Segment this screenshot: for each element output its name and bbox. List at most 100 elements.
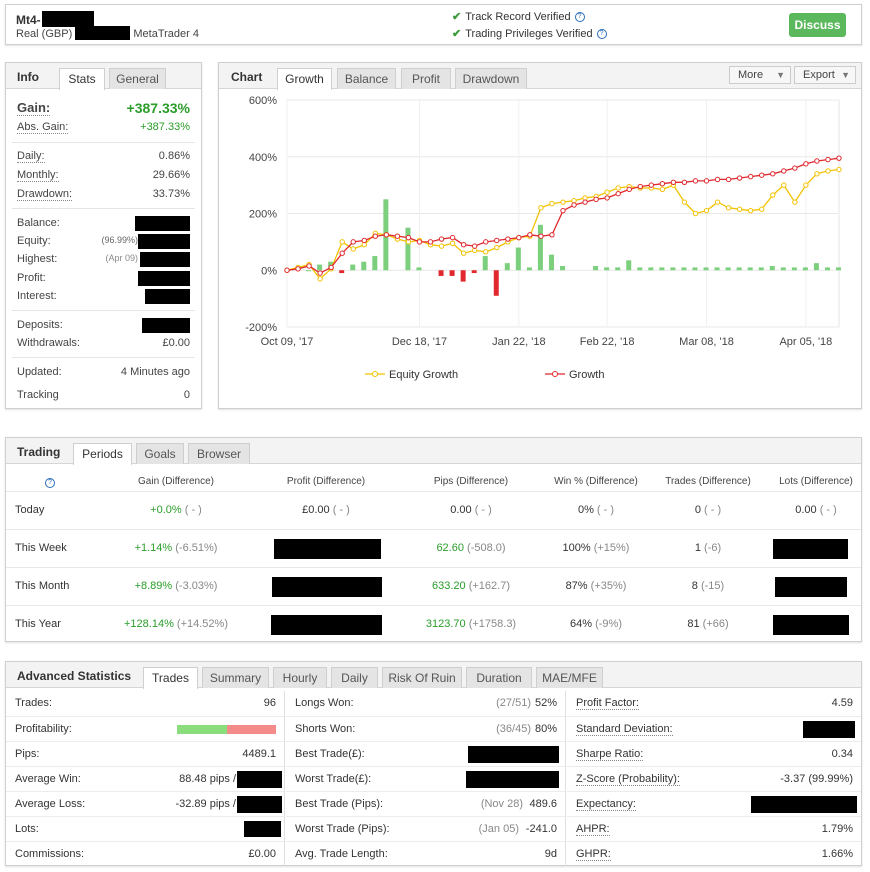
tab-risk-of-ruin[interactable]: Risk Of Ruin xyxy=(382,667,462,688)
tab-drawdown[interactable]: Drawdown xyxy=(455,68,527,89)
growth-point xyxy=(494,237,500,244)
highest-row: Highest: (Apr 09) xyxy=(17,252,190,267)
equity-growth-point xyxy=(549,200,555,207)
growth-point xyxy=(836,155,842,161)
tab-balance[interactable]: Balance xyxy=(337,68,396,89)
growth-point xyxy=(483,239,489,245)
list-item: Profit Factor: 4.59 xyxy=(576,697,853,710)
bar xyxy=(372,256,378,271)
bar xyxy=(604,267,610,271)
advanced-statistics-panel: Advanced Statistics Trades Summary Hourl… xyxy=(5,661,862,866)
growth-point xyxy=(604,195,610,201)
table-row: Today +0.0% ( - ) £0.00 ( - ) 0.00 ( - )… xyxy=(6,491,861,529)
trading-privileges-verified: ✔ Trading Privileges Verified? xyxy=(452,27,607,40)
trading-panel: Trading Periods Goals Browser ? Gain (Di… xyxy=(5,437,862,642)
equity-row: Equity: (96.99%) xyxy=(17,234,190,249)
bar xyxy=(637,267,643,271)
redacted-lots xyxy=(773,615,849,635)
tracking-row: Tracking 0 xyxy=(17,389,190,401)
redacted-value xyxy=(466,771,559,788)
redacted-value xyxy=(237,771,282,788)
growth-chart: 600% 400% 200% 0% -200% Oct 09, '17 Dec 18, '1… xyxy=(245,95,842,381)
bar xyxy=(813,263,819,271)
bar xyxy=(548,254,554,271)
growth-point xyxy=(471,243,478,249)
growth-point xyxy=(339,250,345,256)
growth-point xyxy=(692,178,699,184)
equity-growth-point xyxy=(538,205,544,211)
x-tick-label: Feb 22, '18 xyxy=(580,336,635,348)
equity-growth-point xyxy=(483,249,489,255)
bar xyxy=(824,267,830,271)
tab-hourly[interactable]: Hourly xyxy=(273,667,327,688)
table-row: This Month +8.89% (-3.03%) 633.20 (+162.… xyxy=(6,567,861,605)
question-circle-icon[interactable]: ? xyxy=(574,12,585,23)
growth-point xyxy=(394,233,401,239)
redacted-interest xyxy=(145,289,190,304)
list-item: Worst Trade (Pips): (Jan 05) -241.0 xyxy=(286,816,565,841)
legend-growth-label: Growth xyxy=(569,369,604,381)
redacted-value xyxy=(468,746,559,763)
tab-mae-mfe[interactable]: MAE/MFE xyxy=(536,667,603,688)
list-item: AHPR: 1.79% xyxy=(567,816,861,841)
equity-growth-point xyxy=(582,195,588,201)
bar xyxy=(659,267,665,271)
tab-summary[interactable]: Summary xyxy=(202,667,269,688)
account-subtitle: Real (GBP) MetaTrader 4 xyxy=(16,26,199,40)
tab-profit[interactable]: Profit xyxy=(401,68,451,89)
tab-duration[interactable]: Duration xyxy=(466,667,532,688)
tab-periods[interactable]: Periods xyxy=(73,443,132,465)
info-panel: Info Stats General Gain: +387.33% Abs. Ga… xyxy=(5,62,202,409)
growth-point xyxy=(747,173,754,180)
y-tick-label: 400% xyxy=(249,152,277,164)
legend-equity-marker xyxy=(372,371,378,377)
list-item: Trades: 96 xyxy=(15,697,276,709)
list-item: Pips: 4489.1 xyxy=(6,741,284,766)
redacted-deposits xyxy=(142,318,190,333)
list-item: Standard Deviation: xyxy=(567,716,861,741)
profitability-fill xyxy=(177,725,227,734)
list-item: Average Win: 88.48 pips / xyxy=(6,766,284,791)
tab-stats[interactable]: Stats xyxy=(59,68,105,90)
list-item: Average Loss: -32.89 pips / xyxy=(6,791,284,816)
bar xyxy=(515,247,521,271)
growth-point xyxy=(571,202,577,208)
tab-trades[interactable]: Trades xyxy=(143,667,198,689)
x-tick-label: Dec 18, '17 xyxy=(392,336,447,348)
equity-growth-point xyxy=(571,198,577,204)
bar xyxy=(405,227,411,271)
tab-daily[interactable]: Daily xyxy=(331,667,378,688)
bar xyxy=(615,267,621,271)
equity-growth-point xyxy=(781,182,787,188)
redacted-profit xyxy=(271,615,382,635)
tab-general[interactable]: General xyxy=(109,68,166,89)
gain-row: Gain: +387.33% xyxy=(17,100,190,116)
question-circle-icon[interactable]: ? xyxy=(596,29,607,40)
more-dropdown[interactable]: More ▼ xyxy=(729,66,791,84)
chevron-down-icon: ▼ xyxy=(776,70,785,80)
question-circle-icon[interactable]: ? xyxy=(45,478,55,488)
account-name: Mt4- xyxy=(16,11,94,27)
equity-growth-point xyxy=(405,239,412,245)
tab-goals[interactable]: Goals xyxy=(136,443,184,464)
discuss-button[interactable]: Discuss xyxy=(789,13,846,37)
growth-point xyxy=(670,179,677,185)
tab-growth[interactable]: Growth xyxy=(277,68,332,90)
redacted-value xyxy=(751,796,857,813)
bar xyxy=(460,270,466,282)
balance-row: Balance: xyxy=(17,216,190,231)
bar xyxy=(526,267,532,271)
growth-point xyxy=(814,158,820,164)
growth-point xyxy=(372,233,379,239)
check-icon: ✔ xyxy=(452,11,462,23)
growth-point xyxy=(582,199,588,205)
legend-equity-label: Equity Growth xyxy=(389,369,458,381)
bar xyxy=(626,260,632,271)
export-dropdown[interactable]: Export ▼ xyxy=(794,66,856,84)
equity-growth-point xyxy=(604,189,610,195)
tab-browser[interactable]: Browser xyxy=(188,443,250,464)
equity-growth-point xyxy=(339,239,345,245)
growth-point xyxy=(560,207,566,214)
list-item: Sharpe Ratio: 0.34 xyxy=(567,741,861,766)
tab-info[interactable]: Info xyxy=(17,70,39,84)
